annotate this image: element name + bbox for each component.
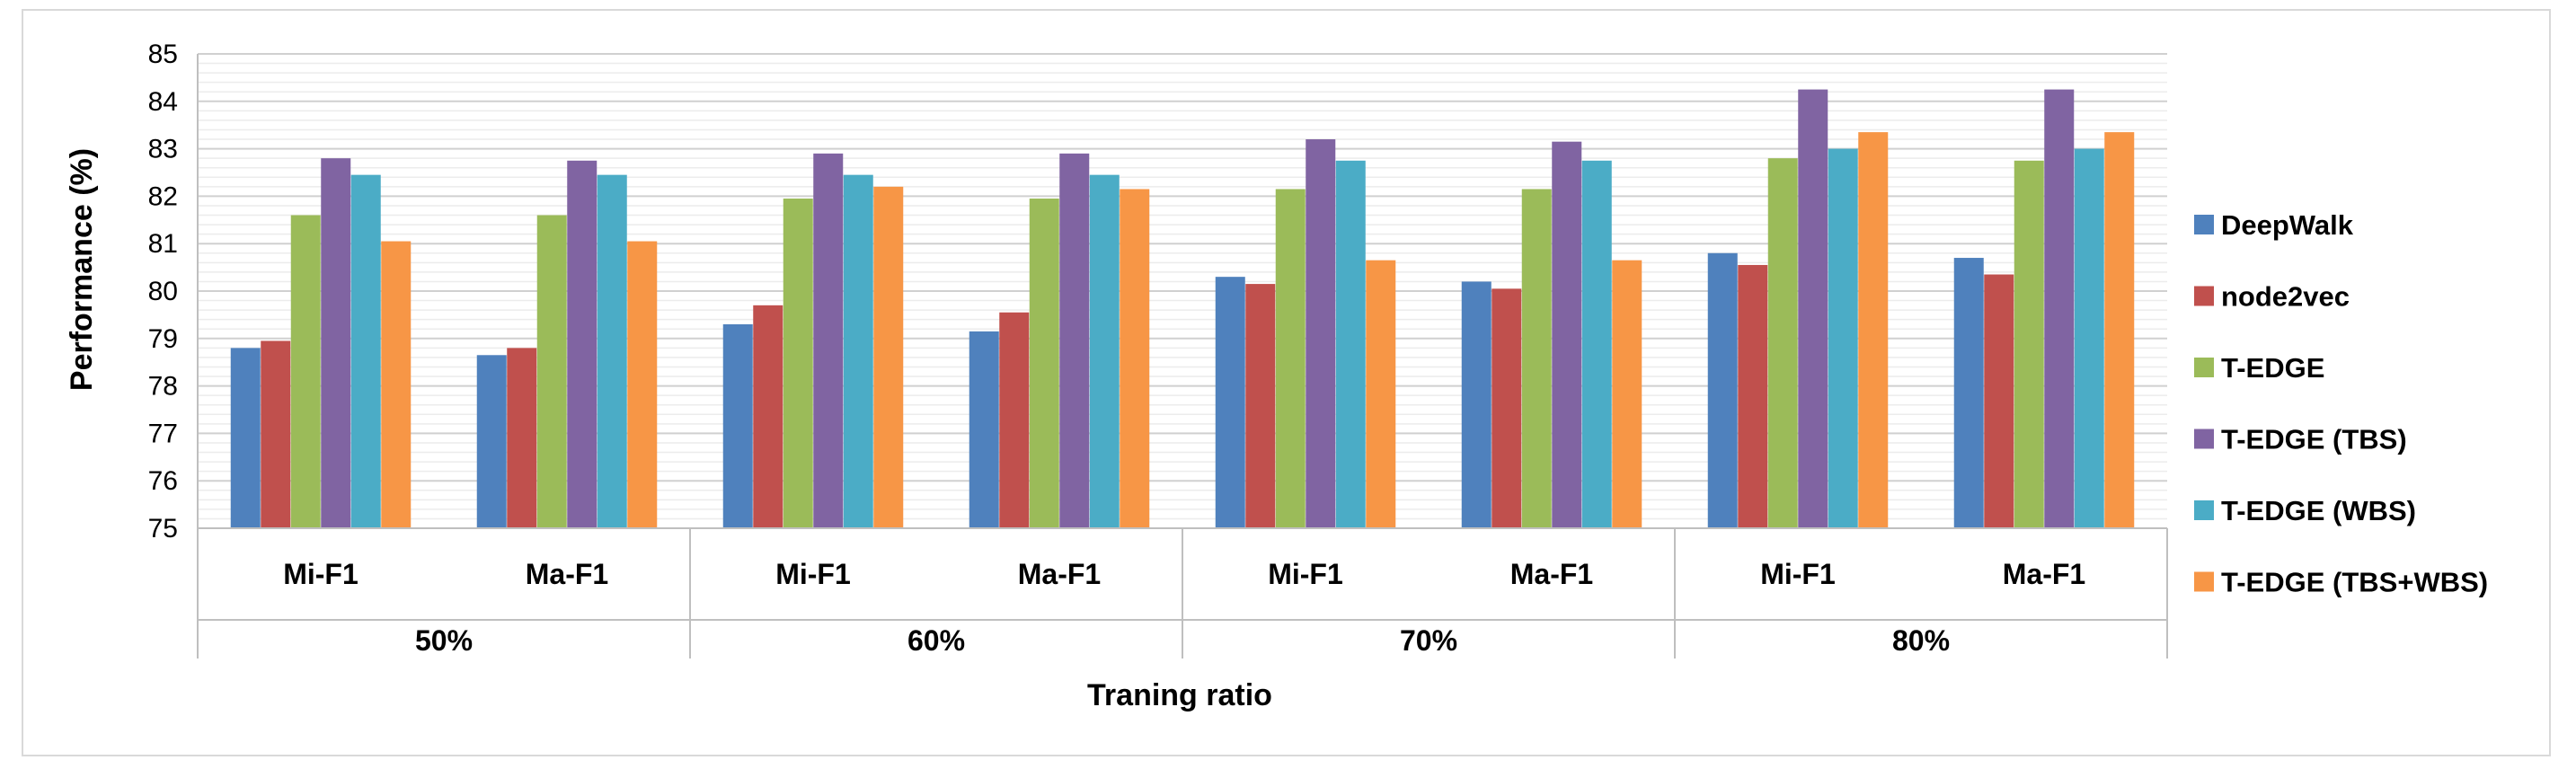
x-category-label: Ma-F1 [1018, 558, 1101, 590]
x-category-label: Ma-F1 [2003, 558, 2085, 590]
y-tick-label: 85 [148, 40, 178, 69]
bar-deepwalk-8 [1953, 258, 1984, 528]
x-category-labels: Mi-F1 Ma-F1 Mi-F1 Ma-F1 Mi-F1 Ma-F1 Mi-F1 Ma-F1 [283, 558, 2085, 590]
bar-t-edge-tbs-wbs-2 [627, 241, 658, 528]
legend-label: T-EDGE [2221, 352, 2324, 384]
legend-label: T-EDGE (WBS) [2221, 495, 2416, 526]
axes [197, 54, 2168, 659]
bar-t-edge-wbs-4 [1089, 174, 1120, 528]
bar-t-edge-5 [1275, 189, 1306, 529]
bar-t-edge-tbs-3 [813, 153, 844, 528]
legend: DeepWalk node2vec T-EDGE T-EDGE (TBS) T-EDGE… [2194, 209, 2488, 598]
x-group-label: 60% [907, 624, 965, 657]
bar-t-edge-tbs-6 [1552, 141, 1582, 528]
bar-t-edge-6 [1521, 189, 1552, 529]
legend-label: T-EDGE (TBS+WBS) [2221, 567, 2488, 598]
bar-t-edge-3 [783, 199, 813, 529]
bar-t-edge-8 [2014, 160, 2044, 529]
bar-t-edge-7 [1767, 158, 1798, 528]
bar-t-edge-wbs-7 [1828, 148, 1858, 528]
y-tick-label: 81 [148, 229, 178, 259]
bar-t-edge-tbs-wbs-6 [1612, 260, 1642, 528]
legend-item: DeepWalk [2194, 209, 2354, 241]
x-category-label: Ma-F1 [1510, 558, 1593, 590]
x-group-label: 50% [415, 624, 473, 657]
bar-node2vec-8 [1984, 274, 2014, 528]
x-category-label: Mi-F1 [1268, 558, 1343, 590]
bar-node2vec-3 [753, 305, 783, 528]
legend-swatch [2194, 215, 2214, 234]
y-tick-label: 77 [148, 419, 178, 448]
bar-t-edge-1 [290, 215, 321, 528]
x-category-label: Ma-F1 [526, 558, 608, 590]
bar-t-edge-tbs-wbs-1 [381, 241, 412, 528]
bar-t-edge-2 [536, 215, 567, 528]
bar-node2vec-1 [261, 340, 291, 528]
bar-t-edge-4 [1029, 199, 1059, 529]
bar-deepwalk-2 [476, 355, 507, 528]
bar-deepwalk-4 [969, 331, 999, 528]
y-tick-label: 78 [148, 372, 178, 402]
bar-t-edge-wbs-5 [1335, 160, 1366, 529]
legend-swatch [2194, 500, 2214, 520]
legend-swatch [2194, 429, 2214, 449]
legend-swatch [2194, 571, 2214, 592]
bar-t-edge-tbs-wbs-4 [1120, 189, 1150, 529]
bar-deepwalk-1 [230, 348, 261, 528]
x-category-label: Mi-F1 [775, 558, 851, 590]
bar-node2vec-5 [1245, 284, 1276, 528]
bar-node2vec-2 [507, 348, 537, 528]
bar-t-edge-tbs-4 [1059, 153, 1090, 528]
legend-item: T-EDGE [2194, 352, 2324, 384]
legend-item: T-EDGE (TBS+WBS) [2194, 567, 2488, 598]
bar-t-edge-tbs-wbs-8 [2104, 132, 2135, 528]
bar-t-edge-tbs-8 [2044, 89, 2075, 528]
bar-t-edge-tbs-wbs-5 [1366, 260, 1396, 528]
legend-item: T-EDGE (TBS) [2194, 424, 2407, 455]
bar-t-edge-tbs-wbs-3 [873, 186, 904, 528]
bar-t-edge-wbs-1 [350, 174, 381, 528]
y-tick-label: 80 [148, 277, 178, 306]
bar-deepwalk-7 [1707, 252, 1738, 528]
legend-item: node2vec [2194, 281, 2350, 313]
bar-node2vec-7 [1738, 264, 1768, 528]
x-group-label: 70% [1400, 624, 1457, 657]
legend-label: node2vec [2221, 281, 2350, 313]
legend-swatch [2194, 286, 2214, 306]
y-tick-label: 79 [148, 324, 178, 354]
bar-node2vec-4 [999, 312, 1030, 528]
legend-swatch [2194, 358, 2214, 377]
bar-t-edge-wbs-3 [843, 174, 873, 528]
bar-t-edge-tbs-2 [567, 160, 598, 529]
legend-label: DeepWalk [2221, 209, 2354, 241]
bar-t-edge-wbs-2 [597, 174, 627, 528]
bar-node2vec-6 [1492, 288, 1522, 528]
bar-deepwalk-3 [722, 323, 753, 528]
x-category-label: Mi-F1 [283, 558, 359, 590]
bar-t-edge-tbs-1 [321, 158, 351, 528]
x-group-labels: 50% 60% 70% 80% [415, 624, 1950, 657]
x-axis-title: Traning ratio [1087, 678, 1272, 712]
bar-t-edge-tbs-wbs-7 [1858, 132, 1889, 528]
y-axis-title: Performance (%) [65, 148, 99, 391]
legend-item: T-EDGE (WBS) [2194, 495, 2416, 526]
y-tick-label: 83 [148, 135, 178, 164]
y-tick-label: 75 [148, 514, 178, 544]
bar-t-edge-tbs-5 [1306, 139, 1336, 529]
bars [230, 89, 2135, 529]
bar-t-edge-wbs-6 [1581, 160, 1612, 529]
y-tick-label: 82 [148, 181, 178, 211]
bar-deepwalk-5 [1215, 277, 1245, 528]
y-tick-labels: 75 76 77 78 79 80 81 82 83 84 85 [148, 40, 178, 544]
x-category-label: Mi-F1 [1760, 558, 1836, 590]
y-tick-label: 84 [148, 87, 178, 117]
bar-t-edge-wbs-8 [2074, 148, 2104, 528]
legend-label: T-EDGE (TBS) [2221, 424, 2407, 455]
y-tick-label: 76 [148, 466, 178, 496]
bar-deepwalk-6 [1461, 281, 1492, 528]
x-group-label: 80% [1892, 624, 1950, 657]
bar-t-edge-tbs-7 [1798, 89, 1828, 528]
